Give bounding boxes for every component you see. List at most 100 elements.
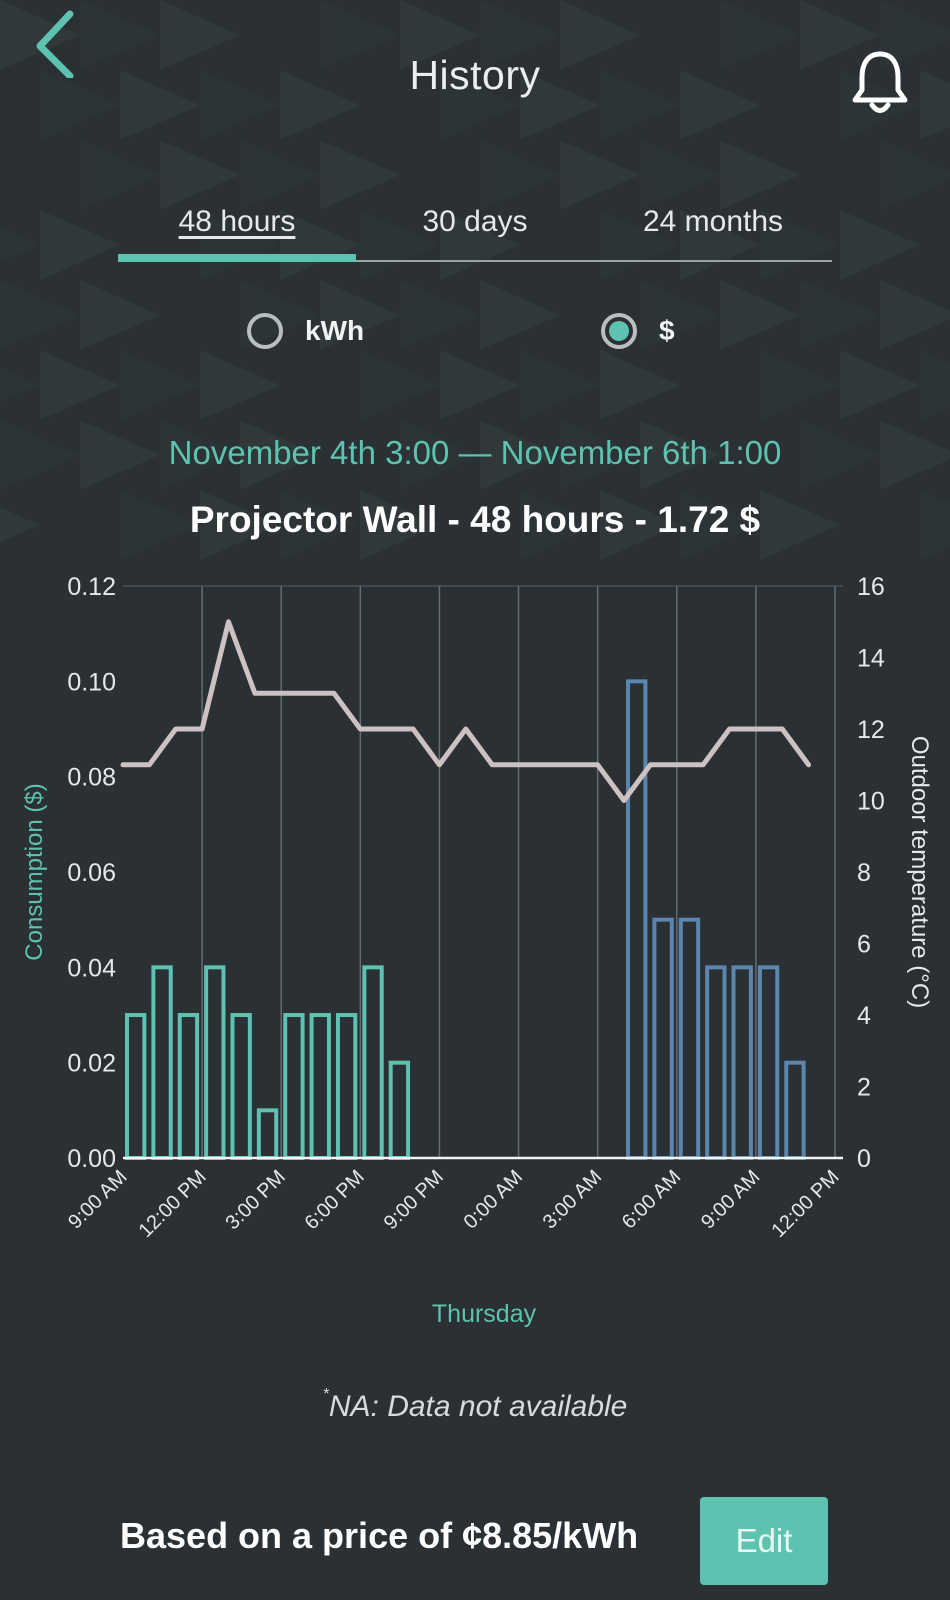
background-triangle (560, 420, 640, 490)
background-triangle (120, 210, 200, 280)
tab-48-hours[interactable]: 48 hours (178, 205, 296, 238)
background-triangle (280, 70, 360, 140)
background-triangle (0, 227, 40, 263)
temperature-line (120, 619, 812, 803)
background-triangle (280, 350, 360, 420)
background-triangle (600, 350, 680, 420)
background-triangle (40, 350, 120, 420)
background-triangle (0, 420, 80, 490)
date-range: November 4th 3:00 — November 6th 1:00 (168, 434, 782, 471)
na-note: *NA: Data not available (0, 1386, 950, 1424)
background-triangle (720, 0, 800, 70)
device-summary-title: Projector Wall - 48 hours - 1.72 $ (189, 499, 761, 540)
consumption-bar (678, 917, 701, 1161)
background-triangle (800, 0, 880, 70)
x-tick-label: 0:00 AM (460, 1166, 527, 1233)
background-triangle (560, 0, 640, 70)
background-pattern (0, 0, 950, 560)
tab-24-months[interactable]: 24 months (642, 205, 784, 238)
background-triangle (880, 0, 950, 70)
background-triangle (800, 420, 880, 490)
background-triangle (600, 210, 680, 280)
background-triangle (760, 490, 840, 560)
background-triangle (0, 0, 80, 70)
background-triangle (680, 490, 760, 560)
x-tick-label: 6:00 AM (618, 1166, 685, 1233)
background-triangle (480, 280, 560, 350)
y-left-tick-label: 0.04 (67, 954, 116, 982)
consumption-chart: 0.00 0.02 0.04 0.06 0.08 0.10 0.12 0 2 4 6 8 10 12 14 1… (21, 573, 933, 1328)
consumption-bar (362, 965, 384, 1160)
chevron-left-icon (36, 10, 74, 80)
price-info: Based on a price of ¢8.85/kWh (120, 1515, 639, 1556)
background-triangle (200, 210, 280, 280)
background-triangle (80, 420, 160, 490)
background-triangle (920, 350, 950, 420)
edit-price-button[interactable]: Edit (700, 1497, 828, 1585)
background-triangle (600, 70, 680, 140)
x-tick-label: 12:00 PM (767, 1166, 843, 1242)
background-triangle (40, 210, 120, 280)
background-triangle (440, 350, 520, 420)
background-triangle (680, 70, 760, 140)
background-triangle (120, 70, 200, 140)
consumption-bar (626, 679, 648, 1160)
background-triangle (200, 70, 280, 140)
background-triangle (520, 490, 600, 560)
tab-divider (118, 260, 832, 262)
x-tick-label: 9:00 AM (64, 1166, 131, 1233)
background-triangle (320, 280, 400, 350)
y-right-tick-label: 12 (857, 716, 885, 744)
background-triangle (800, 280, 880, 350)
background-triangle (80, 0, 160, 70)
consumption-bar (705, 965, 727, 1160)
background-triangle (920, 210, 950, 280)
unit-radio-dollar[interactable]: $ (601, 308, 675, 354)
notifications-button[interactable] (850, 50, 910, 116)
background-triangle (720, 140, 800, 210)
background-triangle (680, 210, 760, 280)
unit-label-dollar: $ (659, 315, 675, 346)
background-triangle (600, 490, 680, 560)
background-triangle (720, 420, 800, 490)
background-triangle (880, 280, 950, 350)
background-triangle (880, 140, 950, 210)
tab-30-days[interactable]: 30 days (422, 205, 528, 238)
background-triangle (840, 490, 920, 560)
background-triangle (720, 280, 800, 350)
unit-label-kwh: kWh (305, 315, 365, 346)
background-triangle (360, 210, 440, 280)
background-triangle (520, 210, 600, 280)
background-triangle (280, 490, 360, 560)
background-triangle (160, 420, 240, 490)
background-triangle (0, 367, 40, 403)
consumption-bar (335, 1013, 358, 1160)
background-triangle (880, 420, 950, 490)
background-triangle (640, 0, 720, 70)
consumption-bar (388, 1060, 411, 1160)
back-button[interactable] (28, 8, 88, 80)
na-note-text: NA: Data not available (328, 1390, 628, 1423)
background-triangle (400, 280, 480, 350)
y-right-tick-label: 2 (857, 1074, 871, 1102)
background-triangle (520, 350, 600, 420)
active-tab-indicator (118, 254, 356, 262)
background-triangle (920, 490, 950, 560)
consumption-bar (256, 1108, 279, 1161)
consumption-bar (151, 965, 173, 1160)
y-right-tick-label: 4 (857, 1002, 871, 1030)
y-left-tick-label: 0.00 (67, 1145, 116, 1173)
background-triangle (160, 140, 240, 210)
consumption-bar (230, 1013, 252, 1160)
y-right-tick-label: 10 (857, 788, 885, 816)
x-tick-label: 9:00 PM (380, 1166, 448, 1234)
unit-radio-kwh[interactable]: kWh (247, 308, 364, 354)
y-left-tick-label: 0.08 (67, 764, 116, 792)
background-triangle (760, 70, 840, 140)
background-triangle (440, 210, 520, 280)
background-triangle (840, 210, 920, 280)
x-tick-label: 3:00 PM (222, 1166, 290, 1234)
consumption-bar (177, 1013, 200, 1160)
background-triangle (840, 350, 920, 420)
y-right-tick-label: 0 (857, 1145, 871, 1173)
